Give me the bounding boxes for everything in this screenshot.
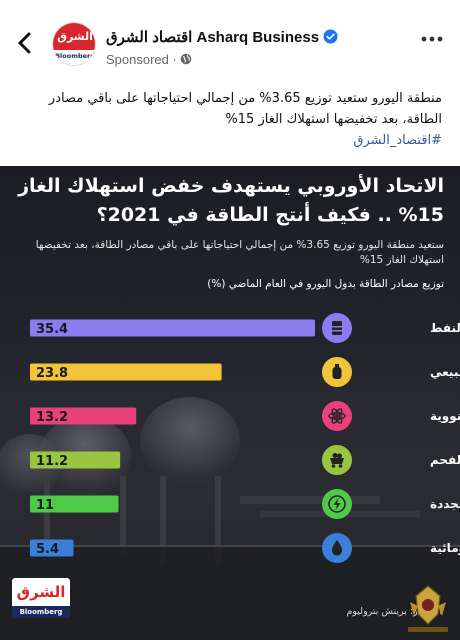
caption-text: منطقة اليورو ستعيد توزيع 3.65% من إجمالي…: [48, 91, 442, 127]
bar-0: [30, 319, 315, 337]
category-label: النفط: [430, 321, 460, 335]
bar-5: [30, 539, 74, 557]
avatar-logo-text: الشرق: [53, 23, 95, 50]
bar-value-label: 11: [36, 498, 54, 513]
lightning-icon: [328, 495, 346, 513]
brand-logo-text: الشرق: [12, 578, 70, 606]
bar-value-label: 5.4: [36, 542, 59, 557]
sponsored-label: Sponsored ·: [106, 52, 177, 67]
infographic-title: الاتحاد الأوروبي يستهدف خفض استهلاك الغا…: [18, 175, 444, 226]
category-label: الغاز الطبيعي: [430, 365, 460, 379]
page-name-row[interactable]: اقتصاد الشرق Asharq Business: [106, 28, 338, 46]
bar-value-label: 13.2: [36, 410, 68, 425]
category-label: الفحم: [430, 453, 460, 467]
more-options-icon[interactable]: [420, 34, 444, 44]
category-label: كهرومائية: [430, 541, 460, 556]
bar-value-label: 35.4: [36, 322, 68, 337]
post-header: الشرق Bloomberg اقتصاد الشرق Asharq Busi…: [0, 0, 460, 86]
chart-label: توزيع مصادر الطاقة بدول اليورو في العام …: [207, 278, 444, 290]
atom-icon: [328, 408, 346, 424]
energy-bar-chart: 35.4 النفط 23.8 الغاز الطبيعي 13.2 نووية 11.2 ا…: [30, 313, 460, 563]
bar-3: [30, 451, 121, 469]
post-caption: منطقة اليورو ستعيد توزيع 3.65% من إجمالي…: [12, 88, 442, 151]
back-arrow-icon[interactable]: [14, 30, 36, 56]
brand-logo-sub: Bloomberg: [12, 606, 70, 618]
coal-cart-icon: [330, 453, 344, 468]
bar-1: [30, 363, 222, 381]
bar-4: [30, 495, 119, 513]
sponsored-row: Sponsored ·: [106, 52, 192, 67]
infographic-image[interactable]: الاتحاد الأوروبي يستهدف خفض استهلاك الغا…: [0, 166, 460, 640]
category-label: متجددة: [430, 497, 460, 511]
avatar-logo-sub: Bloomberg: [53, 50, 95, 65]
water-drop-icon: [331, 540, 343, 556]
gas-cylinder-icon: [332, 364, 342, 379]
caption-hashtag[interactable]: #اقتصاد_الشرق: [353, 133, 442, 148]
bar-value-label: 23.8: [36, 366, 68, 381]
page-name[interactable]: اقتصاد الشرق Asharq Business: [106, 29, 320, 46]
category-label: نووية: [430, 409, 460, 424]
bar-2: [30, 407, 137, 425]
watermark-emblem-icon: [408, 585, 448, 632]
infographic-subtitle: ستعيد منطقة اليورو توزيع 3.65% من إجمالي…: [35, 239, 444, 266]
asharq-bloomberg-logo: الشرق Bloomberg: [12, 578, 70, 618]
page-avatar[interactable]: الشرق Bloomberg: [52, 22, 96, 66]
chart-source: المصدر: بريتش بتروليوم: [346, 606, 442, 617]
oil-barrel-icon: [332, 321, 342, 335]
verified-badge-icon: [323, 29, 338, 44]
globe-icon: [180, 53, 192, 65]
bar-value-label: 11.2: [36, 454, 68, 469]
